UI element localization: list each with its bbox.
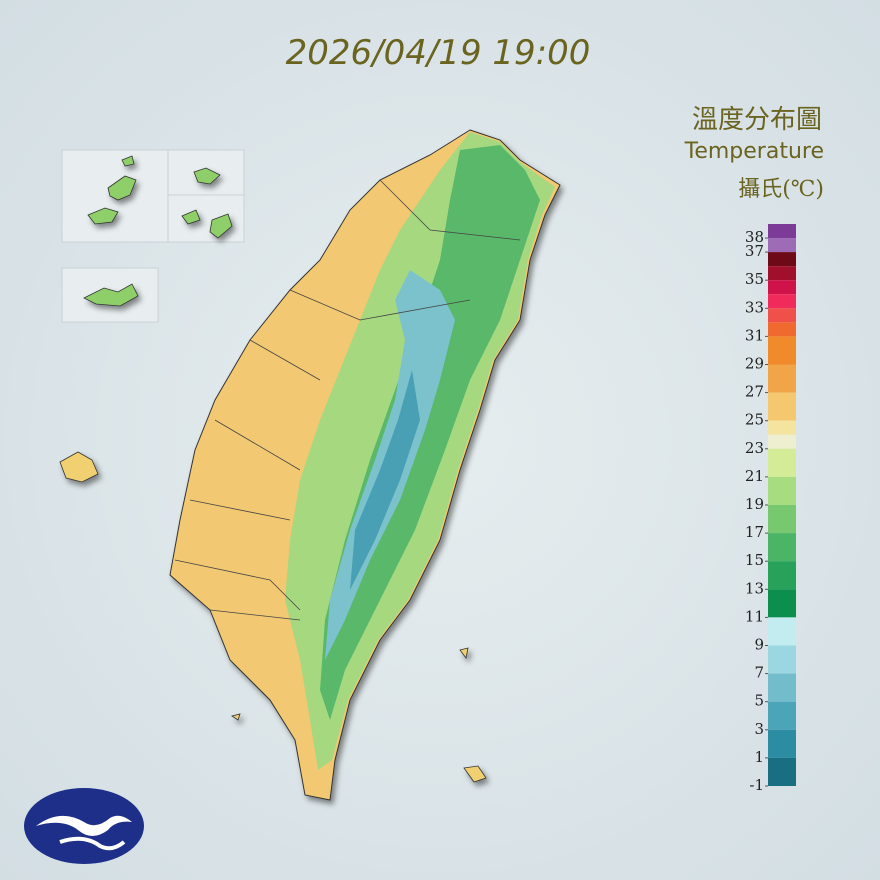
tick-label: 17 — [745, 523, 764, 541]
island — [193, 167, 221, 185]
tick-label: 37 — [745, 242, 764, 260]
color-band — [768, 561, 796, 590]
island — [107, 175, 137, 201]
islands — [59, 155, 487, 783]
color-band — [768, 294, 796, 309]
legend-unit: 攝氏(℃) — [738, 177, 824, 202]
color-band — [768, 645, 796, 674]
color-band — [768, 238, 796, 253]
color-band — [768, 364, 796, 393]
legend-title: 溫度分布圖 — [692, 105, 822, 135]
color-band — [768, 434, 796, 449]
taiwan — [169, 129, 561, 801]
color-band — [768, 673, 796, 702]
color-band — [768, 589, 796, 618]
color-band — [768, 617, 796, 646]
color-band — [768, 308, 796, 323]
island — [209, 213, 233, 239]
tick-label: 11 — [745, 607, 764, 625]
color-band — [768, 757, 796, 786]
color-band — [768, 476, 796, 505]
island — [83, 283, 139, 307]
tick-label: 19 — [745, 495, 764, 513]
tick-label: 7 — [754, 664, 764, 682]
tick-label: 15 — [745, 551, 764, 569]
tick-label: 5 — [754, 692, 764, 710]
tick-label: 27 — [745, 383, 764, 401]
color-band — [768, 420, 796, 435]
tick-label: 1 — [754, 748, 764, 766]
tick-label: 9 — [754, 636, 764, 654]
tick-label: 3 — [754, 720, 764, 738]
tick-label: 21 — [745, 467, 764, 485]
color-band — [768, 729, 796, 758]
logo-wave — [36, 815, 132, 836]
island — [231, 713, 241, 721]
island — [459, 647, 469, 659]
tick-label: 31 — [745, 326, 764, 344]
tick-label: 29 — [745, 355, 764, 373]
legend-subtitle: Temperature — [684, 139, 824, 164]
island — [181, 209, 201, 225]
timestamp: 2026/04/19 19:00 — [286, 33, 591, 73]
county-borders — [174, 179, 521, 621]
color-band — [768, 322, 796, 337]
tick-label: 23 — [745, 439, 764, 457]
tick-label: 35 — [745, 270, 764, 288]
island — [59, 451, 99, 483]
logo-wave — [59, 836, 126, 851]
color-band — [768, 505, 796, 534]
color-band — [768, 266, 796, 281]
color-band — [768, 701, 796, 730]
color-band — [768, 392, 796, 421]
island — [87, 207, 119, 225]
color-band — [768, 533, 796, 562]
color-band — [768, 280, 796, 295]
tick-label: 25 — [745, 411, 764, 429]
color-band — [768, 336, 796, 365]
color-band — [768, 252, 796, 267]
tick-label: 13 — [745, 579, 764, 597]
color-band — [768, 224, 796, 239]
forest-zone — [320, 145, 540, 720]
tick-label: 38 — [745, 228, 764, 246]
tick-label: -1 — [749, 776, 764, 794]
island — [121, 155, 135, 167]
island — [463, 765, 487, 783]
tick-label: 33 — [745, 298, 764, 316]
color-band — [768, 448, 796, 477]
peak-zone — [350, 370, 420, 590]
